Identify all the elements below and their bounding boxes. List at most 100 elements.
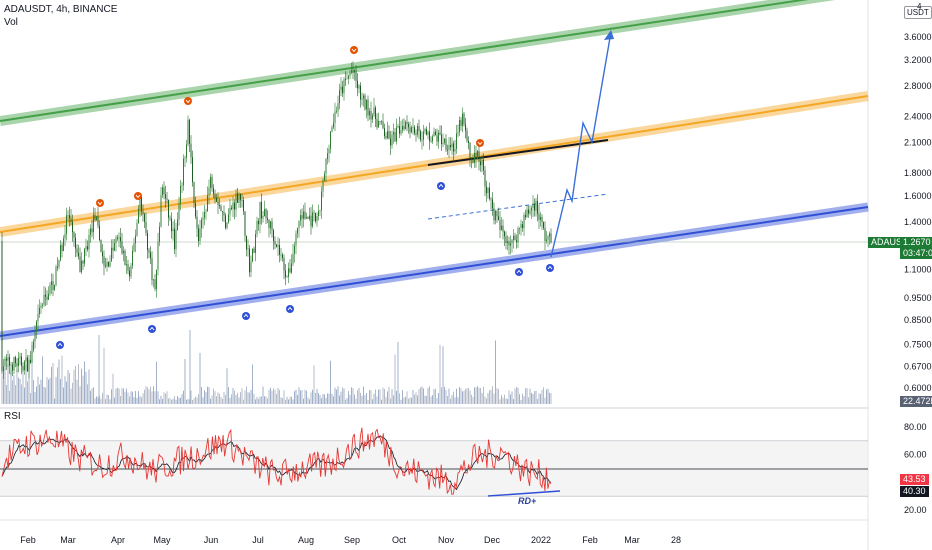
- candle-body: [348, 75, 349, 79]
- volume-bar: [513, 399, 514, 404]
- volume-bar: [402, 390, 403, 404]
- volume-bar: [13, 375, 15, 404]
- volume-bar: [96, 396, 97, 404]
- candle-body: [141, 196, 142, 212]
- volume-bar: [225, 394, 226, 404]
- candle-body: [297, 227, 298, 234]
- candle-body: [412, 127, 414, 128]
- volume-bar: [43, 386, 45, 404]
- candle-body: [522, 224, 523, 229]
- time-tick-label: Feb: [20, 535, 36, 545]
- volume-bar: [289, 396, 291, 404]
- channel-lines: [0, 0, 869, 341]
- candle-body: [316, 216, 318, 222]
- volume-bar: [126, 388, 127, 404]
- volume-bar: [145, 386, 147, 404]
- volume-bar: [525, 388, 526, 404]
- volume-label[interactable]: Vol: [4, 17, 18, 28]
- volume-bar: [522, 393, 523, 404]
- rsi-value-badge: 43.53: [900, 474, 929, 485]
- candle-body: [322, 180, 324, 192]
- candle-body: [381, 121, 382, 123]
- candle-body: [202, 217, 204, 220]
- rsi-label[interactable]: RSI: [4, 411, 21, 422]
- candle-body: [154, 279, 156, 290]
- candle-body: [429, 131, 430, 141]
- price-tick-label: 1.1000: [904, 264, 932, 274]
- time-tick-label: Jul: [252, 535, 264, 545]
- volume-bar: [139, 396, 141, 404]
- candle-body: [21, 356, 22, 367]
- candle-body: [456, 133, 457, 149]
- volume-bar: [516, 386, 517, 404]
- candle-body: [181, 185, 183, 187]
- candle-body: [529, 210, 531, 214]
- volume-bar: [72, 382, 73, 404]
- candle-body: [73, 232, 75, 238]
- volume-bar: [285, 399, 286, 404]
- countdown-badge: 03:47:00: [900, 248, 932, 259]
- candle-body: [114, 243, 115, 251]
- candle-body: [135, 235, 136, 244]
- volume-bar: [349, 394, 351, 404]
- candle-body: [231, 207, 232, 209]
- candle-body: [333, 122, 334, 128]
- candle-body: [343, 79, 345, 94]
- price-tick-label: 0.9500: [904, 293, 932, 303]
- candle-body: [546, 239, 547, 241]
- candle-body: [469, 143, 471, 159]
- volume-bar: [483, 386, 484, 404]
- volume-bar: [181, 394, 183, 404]
- candle-body: [303, 211, 304, 219]
- volume-bar: [486, 398, 487, 404]
- candle-body: [82, 260, 84, 264]
- volume-bar: [138, 391, 139, 404]
- volume-bar: [313, 365, 315, 404]
- volume-bar: [112, 373, 114, 404]
- volume-bar: [544, 397, 546, 404]
- volume-bar: [21, 384, 22, 404]
- candle-body: [61, 245, 63, 252]
- candle-body: [237, 193, 238, 203]
- candle-body: [180, 186, 181, 204]
- candle-body: [508, 241, 510, 246]
- price-tick-label: 0.6700: [904, 361, 932, 371]
- time-tick-label: Mar: [60, 535, 76, 545]
- buy-marker-chevron: [149, 326, 155, 331]
- candle-body: [295, 233, 297, 246]
- candle-body: [493, 208, 495, 221]
- volume-bar: [4, 369, 6, 404]
- price-tick-label: 1.6000: [904, 191, 932, 201]
- symbol-title[interactable]: ADAUSDT, 4h, BINANCE: [4, 4, 118, 15]
- volume-bar: [156, 361, 157, 404]
- candle-body: [264, 209, 265, 217]
- volume-bar: [441, 387, 442, 404]
- volume-bar: [241, 388, 243, 404]
- time-tick-label: May: [153, 535, 171, 545]
- volume-bar: [76, 379, 78, 404]
- candle-body: [34, 331, 36, 342]
- rsi-line: [1, 427, 552, 495]
- volume-bar: [262, 386, 264, 404]
- volume-bar: [537, 398, 538, 404]
- volume-bar: [114, 397, 115, 404]
- volume-bar: [280, 397, 282, 404]
- candle-body: [400, 130, 402, 134]
- last-price-badge: 1.2670: [900, 237, 932, 248]
- candle-body: [169, 217, 171, 219]
- volume-bar: [178, 397, 180, 404]
- candle-body: [325, 159, 327, 174]
- currency-label[interactable]: USDT: [904, 6, 932, 19]
- candle-body: [24, 361, 25, 371]
- volume-bar: [222, 398, 223, 404]
- volume-bar: [259, 396, 261, 404]
- volume-bar: [547, 388, 549, 404]
- volume-bar: [474, 387, 475, 404]
- volume-bar: [415, 392, 417, 404]
- volume-bar: [502, 397, 504, 404]
- candle-body: [205, 211, 207, 213]
- candle-body: [447, 149, 448, 151]
- candle-body: [321, 191, 322, 211]
- volume-bar: [6, 385, 7, 404]
